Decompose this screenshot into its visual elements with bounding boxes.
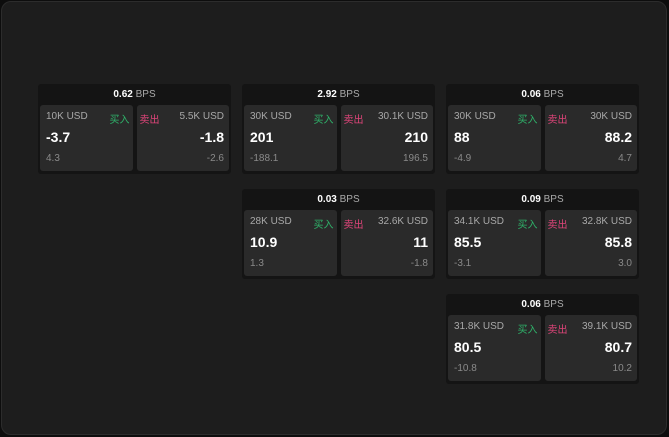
- buy-label: 买入: [517, 220, 538, 231]
- sell-price: -1.8: [199, 129, 224, 145]
- buy-box[interactable]: 31.8K USD 买入 80.5 -10.8: [448, 315, 541, 381]
- sell-change: -2.6: [206, 153, 224, 164]
- spread-value: 0.62: [113, 89, 133, 100]
- buy-box[interactable]: 10K USD 买入 -3.7 4.3: [40, 105, 133, 171]
- buy-change: 4.3: [46, 153, 60, 164]
- spread-value: 0.06: [521, 299, 541, 310]
- buy-price: 80.5: [454, 339, 482, 355]
- spread-header: 0.06 BPS: [446, 294, 639, 315]
- sell-size: 30K USD: [590, 111, 632, 122]
- buy-size: 30K USD: [454, 111, 496, 122]
- spread-unit: BPS: [543, 299, 564, 310]
- sell-label: 卖出: [139, 115, 160, 126]
- sell-change: 3.0: [618, 258, 632, 269]
- buy-box[interactable]: 28K USD 买入 10.9 1.3: [244, 210, 337, 276]
- spread-unit: BPS: [543, 89, 564, 100]
- sell-box[interactable]: 卖出 39.1K USD 80.7 10.2: [544, 315, 637, 381]
- buy-label: 买入: [517, 115, 538, 126]
- buy-label: 买入: [109, 115, 130, 126]
- quote-card: 0.09 BPS 34.1K USD 买入 85.5 -3.1 卖出 32.8K…: [446, 189, 639, 279]
- sell-change: 10.2: [612, 363, 632, 374]
- buy-change: -3.1: [454, 258, 472, 269]
- sell-change: -1.8: [410, 258, 428, 269]
- sell-label: 卖出: [343, 220, 364, 231]
- sell-size: 39.1K USD: [581, 321, 632, 332]
- buy-box[interactable]: 30K USD 买入 201 -188.1: [244, 105, 337, 171]
- quote-card: 0.06 BPS 31.8K USD 买入 80.5 -10.8 卖出 39.1…: [446, 294, 639, 384]
- sell-label: 卖出: [547, 325, 568, 336]
- sell-price: 88.2: [604, 129, 632, 145]
- buy-size: 28K USD: [250, 216, 292, 227]
- buy-change: -188.1: [250, 153, 279, 164]
- sell-change: 4.7: [618, 153, 632, 164]
- buy-price: 201: [250, 129, 274, 145]
- sell-box[interactable]: 卖出 5.5K USD -1.8 -2.6: [136, 105, 229, 171]
- buy-label: 买入: [517, 325, 538, 336]
- spread-unit: BPS: [543, 194, 564, 205]
- buy-size: 10K USD: [46, 111, 88, 122]
- spread-unit: BPS: [339, 89, 360, 100]
- spread-unit: BPS: [135, 89, 156, 100]
- sell-change: 196.5: [402, 153, 428, 164]
- sell-price: 11: [413, 234, 428, 250]
- sell-box[interactable]: 卖出 32.6K USD 11 -1.8: [340, 210, 433, 276]
- sell-box[interactable]: 卖出 30.1K USD 210 196.5: [340, 105, 433, 171]
- buy-size: 30K USD: [250, 111, 292, 122]
- buy-price: 88: [454, 129, 470, 145]
- sell-size: 32.8K USD: [581, 216, 632, 227]
- quote-card: 0.62 BPS 10K USD 买入 -3.7 4.3 卖出 5.5K USD…: [38, 84, 231, 174]
- sell-price: 210: [404, 129, 428, 145]
- buy-change: 1.3: [250, 258, 264, 269]
- buy-size: 34.1K USD: [454, 216, 505, 227]
- sell-label: 卖出: [547, 115, 568, 126]
- sell-box[interactable]: 卖出 32.8K USD 85.8 3.0: [544, 210, 637, 276]
- quote-card: 2.92 BPS 30K USD 买入 201 -188.1 卖出 30.1K …: [242, 84, 435, 174]
- buy-price: 85.5: [454, 234, 482, 250]
- buy-change: -10.8: [454, 363, 477, 374]
- spread-header: 0.03 BPS: [242, 189, 435, 210]
- buy-label: 买入: [313, 115, 334, 126]
- sell-size: 30.1K USD: [377, 111, 428, 122]
- spread-unit: BPS: [339, 194, 360, 205]
- quote-card: 0.03 BPS 28K USD 买入 10.9 1.3 卖出 32.6K US…: [242, 189, 435, 279]
- sell-price: 85.8: [604, 234, 632, 250]
- spread-value: 0.03: [317, 194, 337, 205]
- quote-card: 0.06 BPS 30K USD 买入 88 -4.9 卖出 30K USD 8…: [446, 84, 639, 174]
- spread-header: 0.09 BPS: [446, 189, 639, 210]
- sell-label: 卖出: [547, 220, 568, 231]
- buy-box[interactable]: 30K USD 买入 88 -4.9: [448, 105, 541, 171]
- buy-label: 买入: [313, 220, 334, 231]
- spread-value: 0.09: [521, 194, 541, 205]
- spread-header: 2.92 BPS: [242, 84, 435, 105]
- spread-value: 0.06: [521, 89, 541, 100]
- spread-header: 0.06 BPS: [446, 84, 639, 105]
- buy-price: 10.9: [250, 234, 278, 250]
- sell-size: 32.6K USD: [377, 216, 428, 227]
- spread-header: 0.62 BPS: [38, 84, 231, 105]
- spread-value: 2.92: [317, 89, 337, 100]
- sell-box[interactable]: 卖出 30K USD 88.2 4.7: [544, 105, 637, 171]
- buy-price: -3.7: [46, 129, 71, 145]
- sell-label: 卖出: [343, 115, 364, 126]
- sell-size: 5.5K USD: [179, 111, 224, 122]
- buy-size: 31.8K USD: [454, 321, 505, 332]
- buy-box[interactable]: 34.1K USD 买入 85.5 -3.1: [448, 210, 541, 276]
- sell-price: 80.7: [604, 339, 632, 355]
- buy-change: -4.9: [454, 153, 472, 164]
